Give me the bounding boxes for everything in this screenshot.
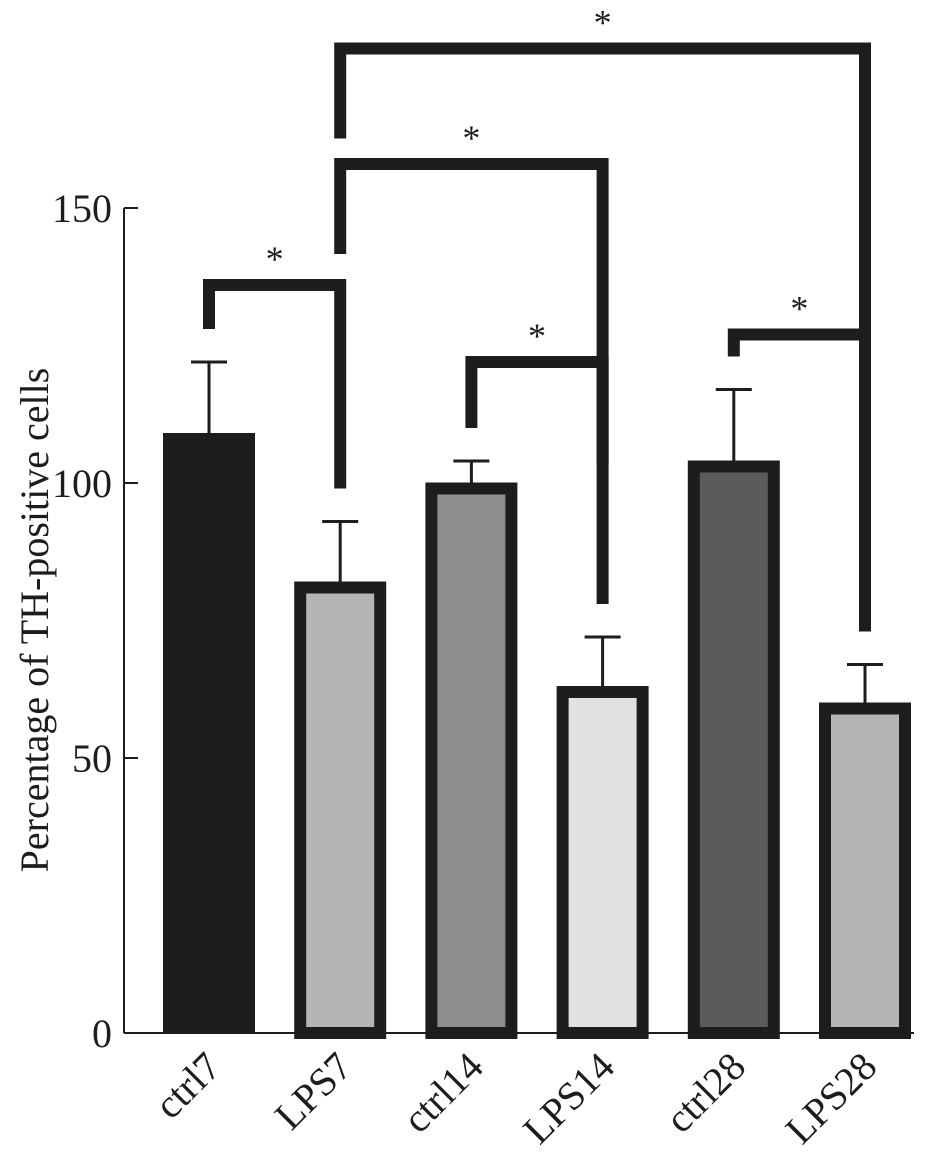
bracket-ctrl7-LPS7 xyxy=(203,279,347,489)
significance-star-ctrl14-LPS14: * xyxy=(528,316,546,356)
bracket-ctrl28-LPS28 xyxy=(727,328,871,632)
significance-star-LPS7-LPS28: * xyxy=(594,3,612,43)
bar-LPS7 xyxy=(294,581,387,1039)
bar-ctrl28 xyxy=(687,460,780,1039)
y-tick-label: 100 xyxy=(52,461,112,506)
bar-LPS14 xyxy=(556,686,649,1039)
significance-star-ctrl7-LPS7: * xyxy=(266,239,284,279)
significance-brackets xyxy=(203,42,871,632)
bracket-LPS7-LPS14 xyxy=(334,158,609,464)
bar-LPS28 xyxy=(819,702,911,1039)
bar-ctrl14 xyxy=(425,482,518,1039)
x-tick-label-LPS7: LPS7 xyxy=(266,1044,361,1139)
bracket-ctrl14-LPS14 xyxy=(465,356,609,604)
bar-ctrl7 xyxy=(163,433,255,1033)
bars xyxy=(163,360,911,1039)
significance-star-ctrl28-LPS28: * xyxy=(790,289,808,329)
y-tick-label: 150 xyxy=(52,186,112,231)
x-tick-label-ctrl28: ctrl28 xyxy=(656,1044,754,1142)
x-tick-label-ctrl7: ctrl7 xyxy=(146,1044,230,1128)
y-tick-label: 50 xyxy=(72,736,112,781)
y-tick-label: 0 xyxy=(92,1011,112,1056)
x-tick-label-ctrl14: ctrl14 xyxy=(394,1044,492,1142)
x-tick-label-LPS28: LPS28 xyxy=(777,1044,886,1153)
y-axis-title: Percentage of TH-positive cells xyxy=(12,368,57,873)
x-tick-label-LPS14: LPS14 xyxy=(514,1044,623,1153)
significance-star-LPS7-LPS14: * xyxy=(462,118,480,158)
bracket-LPS7-LPS28 xyxy=(334,42,871,349)
